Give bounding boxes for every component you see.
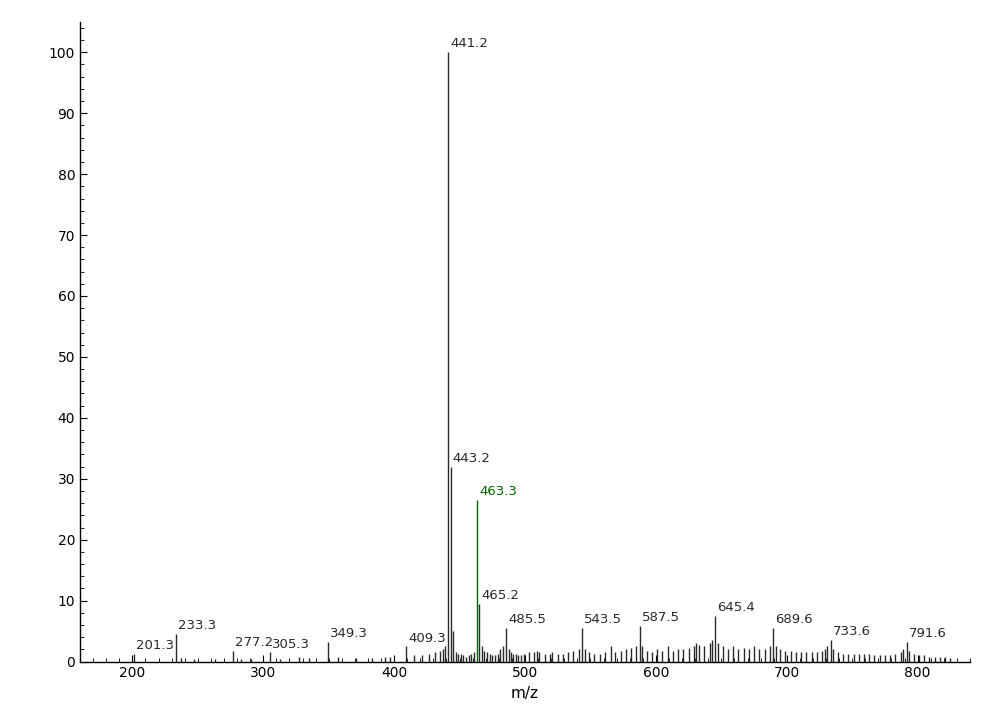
X-axis label: m/z: m/z <box>511 686 539 701</box>
Text: 233.3: 233.3 <box>178 619 216 632</box>
Text: 791.6: 791.6 <box>909 627 946 640</box>
Text: 277.2: 277.2 <box>235 636 273 648</box>
Text: 443.2: 443.2 <box>453 451 490 465</box>
Text: 349.3: 349.3 <box>330 627 368 640</box>
Text: 645.4: 645.4 <box>717 601 755 614</box>
Text: 465.2: 465.2 <box>481 589 519 602</box>
Text: 463.3: 463.3 <box>479 486 517 498</box>
Text: 305.3: 305.3 <box>272 638 310 651</box>
Text: 587.5: 587.5 <box>641 611 679 624</box>
Text: 201.3: 201.3 <box>136 640 174 652</box>
Text: 733.6: 733.6 <box>833 625 871 638</box>
Text: 689.6: 689.6 <box>775 614 813 626</box>
Text: 485.5: 485.5 <box>508 614 546 626</box>
Text: 409.3: 409.3 <box>408 632 446 645</box>
Text: 543.5: 543.5 <box>584 614 622 626</box>
Text: 441.2: 441.2 <box>450 38 488 50</box>
